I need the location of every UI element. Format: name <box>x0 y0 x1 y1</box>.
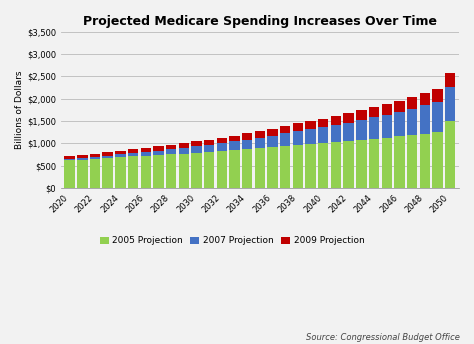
Bar <box>394 100 405 112</box>
Bar <box>229 136 240 141</box>
Bar <box>242 133 252 140</box>
Bar <box>217 143 227 151</box>
Bar <box>64 156 75 159</box>
Bar <box>293 131 303 145</box>
Bar <box>229 141 240 150</box>
Bar <box>140 156 151 188</box>
Bar <box>305 121 316 129</box>
Bar <box>419 93 430 106</box>
Bar <box>179 153 189 188</box>
Bar <box>382 115 392 138</box>
Bar <box>280 133 291 146</box>
Bar <box>229 150 240 188</box>
Bar <box>64 159 75 160</box>
Bar <box>356 110 366 120</box>
Bar <box>445 87 456 121</box>
Bar <box>318 143 328 188</box>
Bar <box>369 107 379 118</box>
Bar <box>115 157 126 188</box>
Bar <box>394 112 405 137</box>
Y-axis label: Billions of Dollars: Billions of Dollars <box>15 71 24 149</box>
Bar <box>102 155 113 158</box>
Bar <box>255 148 265 188</box>
Bar <box>204 152 214 188</box>
Bar <box>407 109 417 135</box>
Bar <box>128 149 138 153</box>
Bar <box>217 151 227 188</box>
Bar <box>267 147 278 188</box>
Bar <box>77 158 88 160</box>
Bar <box>344 141 354 188</box>
Bar <box>255 131 265 138</box>
Bar <box>407 135 417 188</box>
Bar <box>166 149 176 154</box>
Bar <box>242 149 252 188</box>
Bar <box>267 129 278 136</box>
Bar <box>293 145 303 188</box>
Bar <box>153 155 164 188</box>
Bar <box>77 160 88 188</box>
Bar <box>267 136 278 147</box>
Bar <box>344 113 354 122</box>
Bar <box>90 157 100 159</box>
Bar <box>419 134 430 188</box>
Bar <box>166 154 176 188</box>
Bar <box>445 73 456 87</box>
Bar <box>318 127 328 143</box>
Bar <box>153 147 164 151</box>
Bar <box>102 152 113 155</box>
Bar <box>90 153 100 157</box>
Bar <box>344 122 354 141</box>
Bar <box>191 141 201 147</box>
Bar <box>305 144 316 188</box>
Bar <box>179 148 189 153</box>
Bar <box>331 116 341 125</box>
Bar <box>356 140 366 188</box>
Bar <box>318 119 328 127</box>
Bar <box>280 126 291 133</box>
Bar <box>242 140 252 149</box>
Legend: 2005 Projection, 2007 Projection, 2009 Projection: 2005 Projection, 2007 Projection, 2009 P… <box>96 233 368 249</box>
Bar <box>179 143 189 148</box>
Bar <box>77 155 88 158</box>
Bar <box>394 137 405 188</box>
Bar <box>153 151 164 155</box>
Bar <box>445 121 456 188</box>
Bar <box>419 106 430 134</box>
Bar <box>128 153 138 157</box>
Bar <box>191 147 201 153</box>
Bar <box>217 138 227 143</box>
Bar <box>140 152 151 156</box>
Bar <box>140 148 151 152</box>
Title: Projected Medicare Spending Increases Over Time: Projected Medicare Spending Increases Ov… <box>83 15 437 28</box>
Bar <box>280 146 291 188</box>
Bar <box>356 120 366 140</box>
Bar <box>128 157 138 188</box>
Bar <box>204 145 214 152</box>
Bar <box>331 125 341 142</box>
Bar <box>331 142 341 188</box>
Bar <box>166 145 176 149</box>
Bar <box>305 129 316 144</box>
Bar <box>255 138 265 148</box>
Bar <box>204 140 214 145</box>
Bar <box>115 154 126 157</box>
Bar <box>432 102 443 132</box>
Bar <box>369 118 379 139</box>
Bar <box>90 159 100 188</box>
Bar <box>382 104 392 115</box>
Bar <box>382 138 392 188</box>
Bar <box>293 123 303 131</box>
Bar <box>369 139 379 188</box>
Bar <box>407 97 417 109</box>
Bar <box>64 160 75 188</box>
Bar <box>115 151 126 154</box>
Bar <box>191 153 201 188</box>
Text: Source: Congressional Budget Office: Source: Congressional Budget Office <box>306 333 460 342</box>
Bar <box>432 89 443 102</box>
Bar <box>102 158 113 188</box>
Bar <box>432 132 443 188</box>
